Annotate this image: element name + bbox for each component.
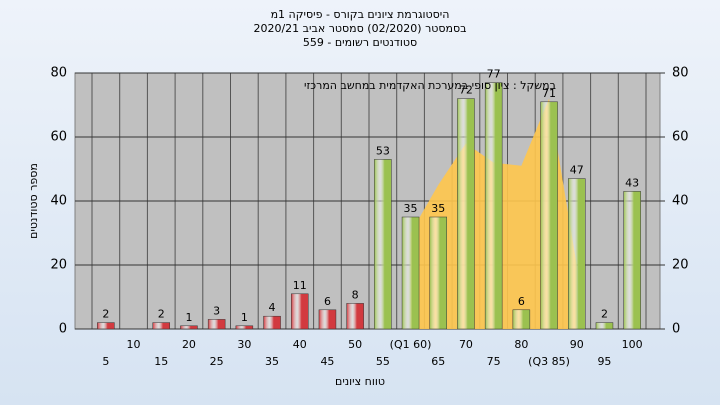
x-tick-label: 75: [487, 355, 501, 368]
bar: [623, 191, 641, 330]
y2-tick-label: 80: [672, 66, 689, 81]
x-tick-label: 100: [622, 338, 643, 351]
x-tick-label: 90: [570, 338, 584, 351]
y2-tick-label: 60: [672, 130, 689, 145]
x-tick-label: 95: [597, 355, 611, 368]
x-tick-label: 80: [514, 338, 528, 351]
x-tick-label: 55: [376, 355, 390, 368]
value-label: 47: [570, 164, 584, 177]
value-label: 4: [269, 301, 276, 314]
y2-tick-label: 20: [672, 258, 689, 273]
bar: [152, 322, 170, 330]
value-label: 71: [542, 87, 556, 100]
y2-tick-label: 0: [672, 322, 680, 337]
bar: [484, 82, 503, 330]
bar: [207, 319, 226, 330]
x-axis-label: טווח ציונים: [335, 375, 385, 388]
x-tick-label: 50: [348, 338, 362, 351]
x-tick-label: 20: [182, 338, 196, 351]
bar: [97, 322, 115, 330]
x-tick-label: (Q1 60): [390, 338, 432, 351]
y2-tick-label: 40: [672, 194, 689, 209]
value-label: 11: [293, 279, 307, 292]
bar: [568, 178, 586, 330]
x-tick-label: 65: [431, 355, 445, 368]
x-tick-label: 5: [102, 355, 109, 368]
value-label: 2: [601, 308, 608, 321]
bar: [318, 309, 337, 330]
x-tick-label: 25: [210, 355, 224, 368]
value-label: 53: [376, 144, 390, 157]
bar: [346, 303, 364, 330]
y-axis-label: מספר סטודנטים: [27, 163, 40, 239]
bar: [595, 322, 614, 330]
x-tick-label: 40: [293, 338, 307, 351]
y-tick-label: 40: [50, 194, 67, 209]
value-label: 43: [625, 176, 639, 189]
value-label: 1: [185, 311, 192, 324]
value-label: 6: [324, 295, 331, 308]
bar: [291, 293, 309, 330]
x-tick-label: 35: [265, 355, 279, 368]
bar: [457, 98, 475, 330]
x-tick-label: (Q3 85): [528, 355, 570, 368]
x-tick-label: 70: [459, 338, 473, 351]
y-tick-label: 0: [59, 322, 67, 337]
value-label: 3: [213, 304, 220, 317]
chart-subtitle: בסמסטר (02/2020) סמסטר אביב 2020/21: [253, 22, 466, 35]
value-label: 2: [102, 308, 109, 321]
bar: [401, 216, 420, 330]
value-label: 8: [352, 288, 359, 301]
chart-subtitle: סטודנטים רשומים - 559: [303, 36, 417, 49]
x-tick-label: 30: [237, 338, 251, 351]
y-tick-label: 20: [50, 258, 67, 273]
value-label: 6: [518, 295, 525, 308]
value-label: 72: [459, 84, 473, 97]
y-tick-label: 60: [50, 130, 67, 145]
bar: [180, 325, 198, 330]
bar: [263, 315, 281, 330]
value-label: 1: [241, 311, 248, 324]
value-label: 35: [404, 202, 418, 215]
bar: [429, 216, 447, 330]
bar: [512, 309, 531, 330]
bar: [540, 101, 558, 330]
bar: [374, 159, 392, 330]
x-tick-label: 45: [320, 355, 334, 368]
chart-title: היסטוגרמת ציונים בקורס - פיסיקה 1מ: [271, 8, 450, 21]
value-label: 35: [431, 202, 445, 215]
x-tick-label: 15: [154, 355, 168, 368]
y-tick-label: 80: [50, 66, 67, 81]
value-label: 77: [487, 68, 501, 81]
plot: 020406080020406080510152025303540455055(…: [50, 66, 688, 369]
value-label: 2: [158, 308, 165, 321]
x-tick-label: 10: [127, 338, 141, 351]
annotation: במשקל : ציון סופי במערכת האקדמית במחשב ה…: [304, 79, 556, 92]
bar: [235, 325, 254, 330]
